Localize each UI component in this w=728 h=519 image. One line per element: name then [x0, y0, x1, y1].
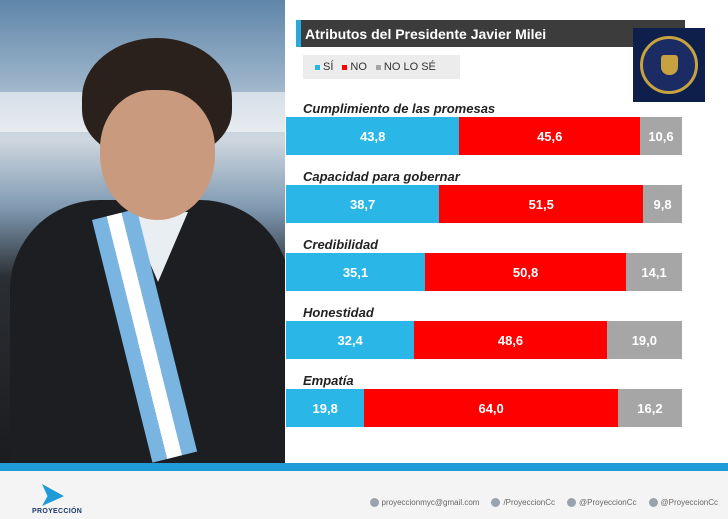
bar-segment-no-lo-se: 16,2	[617, 389, 682, 427]
contact-instagram[interactable]: @ProyeccionCc	[648, 498, 718, 507]
legend-label-no: NO	[350, 61, 367, 73]
bar-row: 38,7 51,5 9,8	[286, 185, 682, 223]
legend-item-si: SÍ	[315, 61, 333, 73]
category-label: Credibilidad	[303, 237, 379, 252]
face	[100, 90, 215, 220]
contact-email[interactable]: proyeccionmyc@gmail.com	[369, 498, 480, 507]
bar-segment-si: 32,4	[286, 321, 415, 359]
legend-item-no: NO	[342, 61, 367, 73]
bar-segment-si: 38,7	[286, 185, 440, 223]
bar-row: 32,4 48,6 19,0	[286, 321, 682, 359]
category-label: Capacidad para gobernar	[303, 169, 460, 184]
bar-segment-no: 64,0	[364, 389, 618, 427]
bar-segment-no-lo-se: 19,0	[606, 321, 682, 359]
instagram-icon	[648, 498, 658, 507]
email-icon	[369, 498, 379, 507]
bar-segment-si: 19,8	[286, 389, 365, 427]
legend: SÍ NO NO LO SÉ	[303, 55, 460, 79]
footer	[0, 471, 728, 519]
bar-segment-no: 51,5	[439, 185, 644, 223]
category-label: Empatía	[303, 373, 354, 388]
contact-twitter-text: @ProyeccionCc	[579, 498, 637, 507]
legend-swatch-no-lo-se	[375, 64, 381, 70]
bar-segment-si: 35,1	[286, 253, 425, 291]
seal-logo	[633, 28, 705, 102]
category-label: Honestidad	[303, 305, 374, 320]
legend-label-si: SÍ	[323, 61, 334, 73]
bar-segment-no: 50,8	[424, 253, 627, 291]
title-accent	[296, 20, 301, 47]
contact-list: proyeccionmyc@gmail.com /ProyeccionCc @P…	[369, 498, 718, 507]
contact-facebook[interactable]: /ProyeccionCc	[491, 498, 555, 507]
legend-swatch-no	[342, 64, 348, 70]
bar-row: 19,8 64,0 16,2	[286, 389, 682, 427]
bar-row: 35,1 50,8 14,1	[286, 253, 682, 291]
bar-segment-no-lo-se: 9,8	[643, 185, 682, 223]
bar-row: 43,8 45,6 10,6	[286, 117, 682, 155]
bar-segment-si: 43,8	[286, 117, 460, 155]
chart-title-text: Atributos del Presidente Javier Milei	[305, 25, 547, 42]
bar-segment-no: 45,6	[459, 117, 640, 155]
footer-accent-line	[0, 463, 728, 471]
bar-segment-no-lo-se: 14,1	[626, 253, 682, 291]
president-photo	[0, 0, 285, 463]
contact-instagram-text: @ProyeccionCc	[660, 498, 718, 507]
seal-emblem	[640, 36, 698, 94]
bar-segment-no: 48,6	[414, 321, 607, 359]
contact-twitter[interactable]: @ProyeccionCc	[567, 498, 637, 507]
facebook-icon	[491, 498, 501, 507]
legend-item-no-lo-se: NO LO SÉ	[375, 61, 436, 73]
contact-email-text: proyeccionmyc@gmail.com	[381, 498, 480, 507]
contact-facebook-text: /ProyeccionCc	[503, 498, 556, 507]
legend-swatch-si	[315, 64, 320, 70]
category-label: Cumplimiento de las promesas	[303, 101, 496, 116]
bar-segment-no-lo-se: 10,6	[640, 117, 682, 155]
brand-name: PROYECCIÓN	[32, 508, 83, 515]
twitter-icon	[567, 498, 577, 507]
chart-title: Atributos del Presidente Javier Milei	[296, 20, 685, 47]
legend-label-no-lo-se: NO LO SÉ	[383, 61, 436, 73]
